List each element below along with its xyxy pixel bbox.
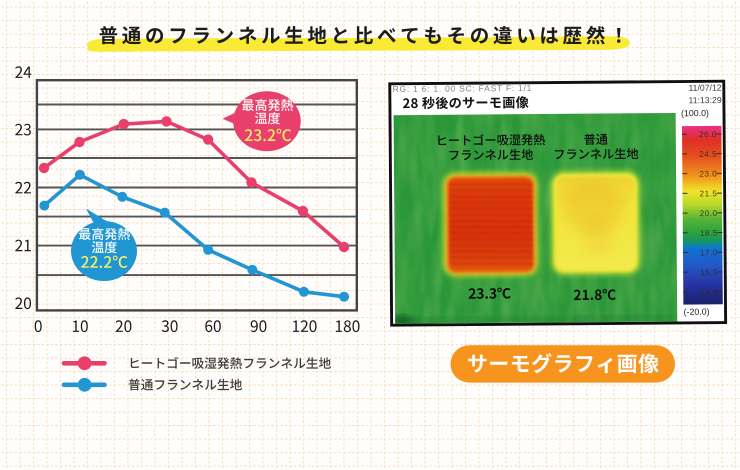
svg-text:(100.0): (100.0) (681, 108, 709, 118)
svg-text:15.5: 15.5 (700, 268, 718, 277)
svg-text:26.0: 26.0 (699, 130, 717, 139)
svg-text:14.0: 14.0 (700, 288, 718, 297)
svg-text:23.0: 23.0 (699, 169, 717, 178)
svg-text:11:13:29: 11:13:29 (688, 95, 721, 105)
svg-text:(-20.0): (-20.0) (684, 307, 710, 317)
svg-text:18.5: 18.5 (700, 229, 718, 238)
svg-text:21.5: 21.5 (699, 189, 717, 198)
svg-text:17.0: 17.0 (700, 248, 718, 257)
svg-text:RG: 1 6: 1. 00 SC: FAST F: RG: 1 6: 1. 00 SC: FAST F: 1/1 (393, 83, 533, 94)
svg-text:20.0: 20.0 (700, 209, 718, 218)
svg-text:11/07/12: 11/07/12 (688, 83, 721, 93)
svg-text:24.5: 24.5 (699, 150, 717, 159)
